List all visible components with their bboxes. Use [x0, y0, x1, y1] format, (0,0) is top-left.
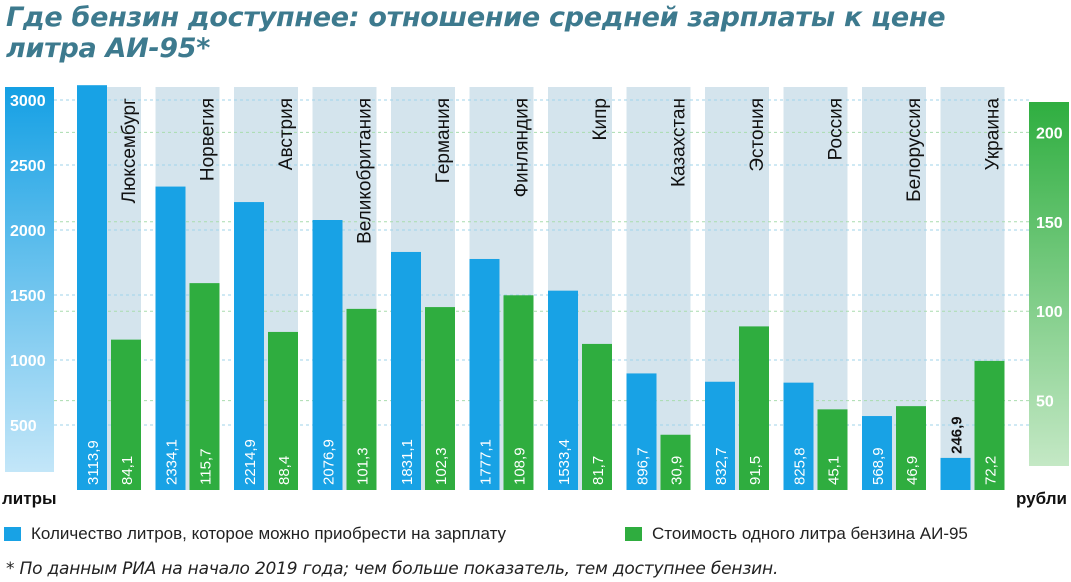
category-label-6: Кипр: [590, 98, 611, 141]
data-label-price-6: 81,7: [590, 456, 607, 485]
y-right-tick-0: 50: [1036, 394, 1054, 411]
bar-liters-4: [391, 251, 421, 490]
bar-price-11: [974, 360, 1005, 490]
data-label-liters-3: 2076,9: [321, 439, 338, 485]
tick-labels: 500 1000 1500 2000 2500 3000 50 100 150 200: [10, 93, 1063, 435]
data-label-price-8: 91,5: [747, 456, 764, 485]
y-right-tick-3: 200: [1036, 125, 1063, 142]
bar-liters-9: [783, 382, 814, 490]
data-label-liters-4: 1831,1: [399, 439, 416, 485]
category-label-4: Германия: [433, 98, 454, 183]
bar-liters-11: [940, 457, 971, 490]
bar-liters-10: [862, 416, 892, 490]
bar-price-1: [189, 283, 220, 490]
data-label-price-10: 46,9: [904, 456, 921, 485]
y-right-tick-2: 150: [1036, 215, 1063, 232]
data-label-price-4: 102,3: [433, 447, 450, 485]
bar-price-4: [425, 307, 455, 490]
category-labels: Люксембург Норвегия Австрия Великобритания Г…: [119, 98, 1004, 244]
data-label-liters-9: 825,8: [792, 447, 809, 485]
data-label-liters-10: 568,9: [870, 447, 887, 485]
y-left-tick-2: 1500: [10, 288, 46, 305]
data-label-liters-11: 246,9: [949, 416, 966, 454]
bar-price-10: [896, 406, 926, 490]
category-label-8: Эстония: [747, 98, 768, 172]
y-left-tick-4: 2500: [10, 158, 46, 175]
y-left-axis-label: литры: [2, 489, 56, 508]
legend-item-price: Стоимость одного литра бензина АИ-95: [625, 524, 968, 544]
data-label-price-7: 30,9: [669, 456, 686, 485]
data-label-liters-2: 2214,9: [242, 439, 259, 485]
bar-liters-8: [705, 381, 735, 490]
bar-liters-6: [548, 290, 578, 490]
category-label-5: Финляндия: [512, 98, 533, 197]
data-label-liters-7: 896,7: [635, 447, 652, 485]
legend-swatch-price: [625, 527, 642, 541]
y-right-axis-label: рубли: [1016, 489, 1067, 508]
bar-liters-5: [469, 258, 500, 490]
data-label-price-9: 45,1: [826, 456, 843, 485]
data-label-liters-6: 1533,4: [556, 439, 573, 485]
right-axis-band: [1029, 102, 1069, 466]
category-label-9: Россия: [826, 98, 847, 160]
bar-liters-1: [155, 186, 186, 490]
bar-liters-0: [77, 85, 107, 491]
bar-liters-3: [312, 220, 343, 491]
category-label-11: Украина: [983, 98, 1004, 171]
data-labels: 3113,9 84,1 2334,1 115,7 2214,9 88,4 2076,9 101…: [85, 416, 1000, 485]
bar-price-0: [111, 339, 141, 490]
category-label-1: Норвегия: [198, 98, 219, 181]
bar-price-7: [660, 434, 691, 490]
legend-item-liters: Количество литров, которое можно приобре…: [4, 524, 506, 544]
data-label-price-2: 88,4: [276, 456, 293, 485]
data-label-price-3: 101,3: [355, 447, 372, 485]
chart-title: Где бензин доступнее: отношение средней …: [6, 2, 946, 64]
bar-price-5: [503, 295, 534, 490]
data-label-liters-5: 1777,1: [478, 439, 495, 485]
legend-swatch-liters: [4, 527, 21, 541]
data-label-price-5: 108,9: [512, 447, 529, 485]
category-label-2: Австрия: [276, 98, 297, 170]
y-left-tick-3: 2000: [10, 223, 46, 240]
bar-liters-2: [234, 202, 264, 491]
footnote: * По данным РИА на начало 2019 года; чем…: [6, 559, 779, 579]
data-label-liters-1: 2334,1: [164, 439, 181, 485]
y-right-tick-1: 100: [1036, 304, 1063, 321]
category-label-0: Люксембург: [119, 98, 140, 203]
data-label-liters-0: 3113,9: [85, 440, 102, 485]
bars: [77, 85, 1005, 491]
y-left-tick-1: 1000: [10, 353, 46, 370]
data-label-liters-8: 832,7: [713, 447, 730, 485]
bar-price-2: [268, 331, 298, 490]
category-label-7: Казахстан: [669, 98, 690, 187]
data-label-price-1: 115,7: [198, 449, 215, 485]
category-label-10: Белоруссия: [904, 98, 925, 202]
data-label-price-11: 72,2: [983, 456, 1000, 485]
bar-price-3: [346, 308, 377, 490]
legend-label-liters: Количество литров, которое можно приобре…: [31, 524, 507, 543]
bar-price-6: [582, 343, 612, 490]
bar-liters-7: [626, 373, 657, 490]
y-left-tick-5: 3000: [10, 93, 46, 110]
legend-label-price: Стоимость одного литра бензина АИ-95: [652, 524, 968, 543]
y-left-tick-0: 500: [10, 418, 37, 435]
data-label-price-0: 84,1: [119, 456, 136, 485]
bar-price-9: [817, 409, 848, 490]
gridlines: [54, 99, 1029, 426]
left-axis-band: [5, 87, 54, 472]
bar-price-8: [739, 326, 769, 490]
category-label-3: Великобритания: [355, 98, 376, 244]
